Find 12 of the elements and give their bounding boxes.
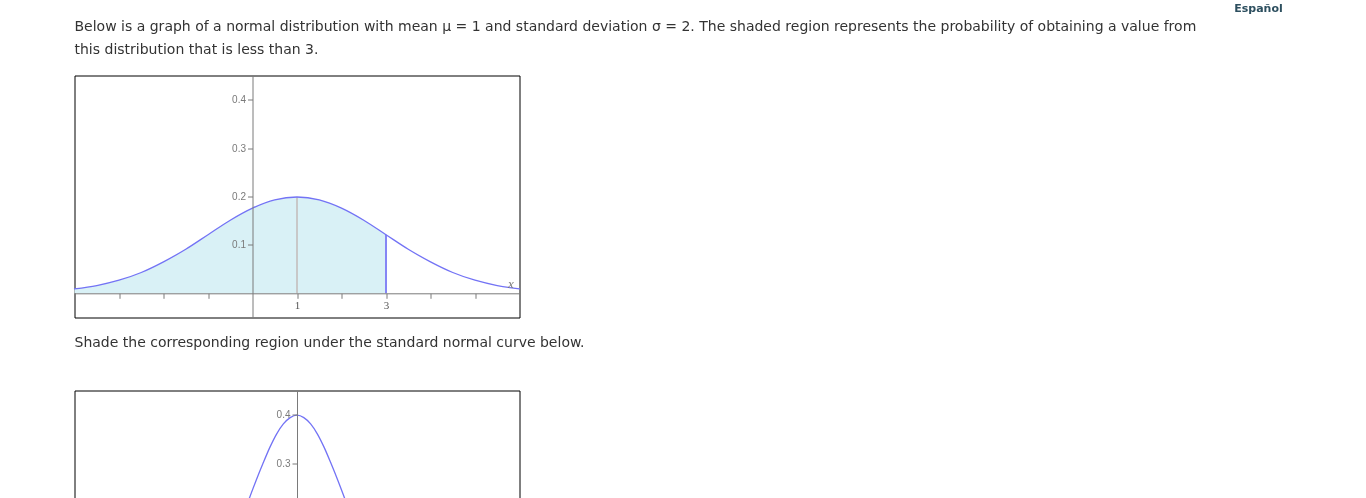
text: Below is a graph of a normal distribution with mean μ = 1 and standard deviation σ = 2. The shaded region represents the probability of obtaining a value from this distribution that is less than 3. <box>74 17 1197 57</box>
y-tick-label: 0.2 <box>232 191 247 202</box>
y-tick-label: 0.3 <box>232 142 247 154</box>
y-tick-label: 0.1 <box>232 239 247 251</box>
chart-title: Shade the corresponding region under the standard normal curve below. <box>74 333 585 350</box>
y-tick-label: 0.4 <box>276 409 291 421</box>
x-tick-label: 1 <box>294 298 301 311</box>
text: Español <box>1234 1 1283 15</box>
x-axis-title: x <box>507 275 515 291</box>
x-tick-label: 3 <box>383 298 390 311</box>
y-tick-label: 0.4 <box>232 94 247 106</box>
y-tick-label: 0.3 <box>276 457 291 469</box>
